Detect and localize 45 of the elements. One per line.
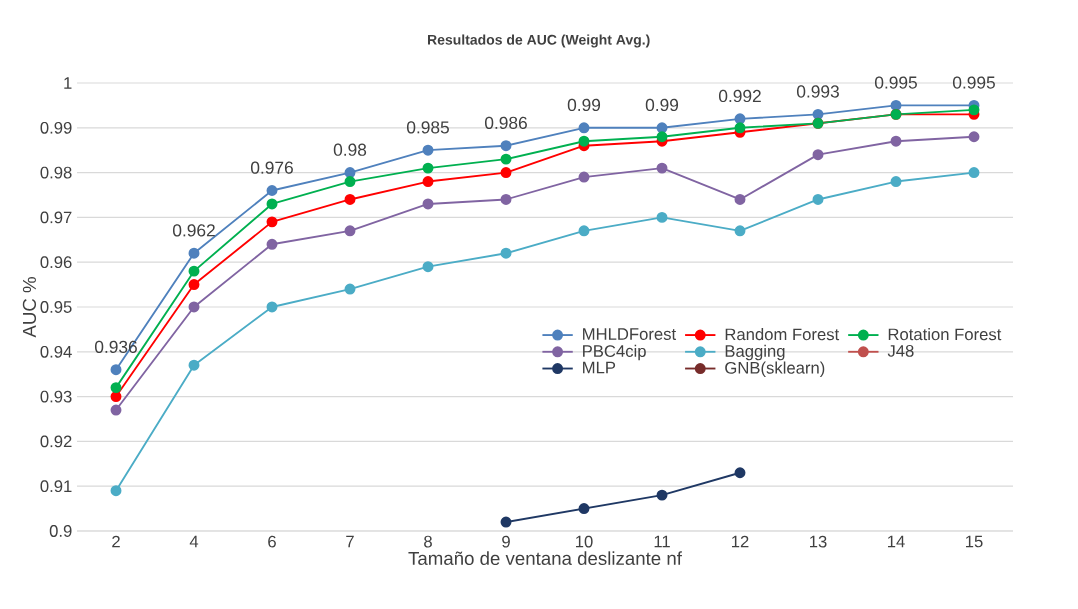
x-tick-label: 6 [268,535,276,548]
data-label: 0.99 [645,98,679,112]
data-label: 0.993 [796,85,839,98]
data-label: 0.992 [718,89,761,103]
x-axis-title: Tamaño de ventana deslizante nf [408,551,682,566]
x-tick-label: 4 [189,535,199,548]
y-tick-label: 0.98 [40,166,72,179]
y-tick-label: 0.92 [40,435,72,448]
x-tick-label: 15 [966,535,983,548]
data-label: 0.962 [172,224,215,237]
x-tick-label: 12 [732,535,749,548]
x-tick-label: 14 [888,535,905,548]
y-tick-label: 0.9 [49,525,72,537]
legend-label: Random Forest [725,328,840,341]
legend-label: Rotation Forest [888,328,1002,341]
data-label: 0.985 [406,121,449,134]
data-label: 0.98 [333,143,367,156]
y-tick-label: 0.91 [40,480,72,493]
y-tick-label: 0.99 [40,121,72,134]
data-label: 0.986 [484,116,527,129]
data-label: 0.995 [952,76,995,89]
x-tick-label: 11 [654,535,670,548]
y-tick-label: 0.96 [40,256,72,269]
y-axis-title: AUC % [22,277,37,338]
x-tick-label: 13 [810,535,827,548]
y-tick-label: 0.93 [40,390,72,403]
x-tick-label: 2 [112,535,120,548]
legend-label: MLP [583,361,616,374]
x-tick-label: 8 [424,535,432,548]
y-tick-label: 0.97 [40,211,72,224]
y-tick-label: 0.94 [40,345,72,358]
x-tick-label: 7 [346,535,354,548]
y-tick-label: 1 [64,77,72,89]
data-label: 0.99 [567,98,601,112]
x-tick-label: 9 [502,535,510,548]
data-label: 0.976 [250,161,293,174]
data-label: 0.995 [874,76,917,89]
y-tick-label: 0.95 [40,301,72,313]
chart-title: Resultados de AUC (Weight Avg.) [428,34,650,48]
x-tick-label: 10 [576,535,593,548]
legend-label: J48 [887,344,914,357]
legend-label: GNB(sklearn) [725,361,825,378]
legend-label: MHLDForest [583,328,677,340]
legend-label: Bagging [725,344,785,361]
legend-label: PBC4cip [583,344,646,361]
